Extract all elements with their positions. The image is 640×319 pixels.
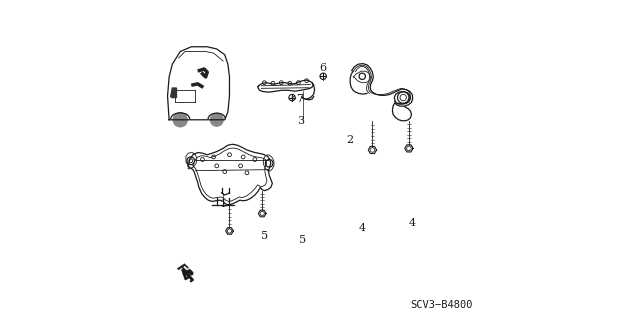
Text: 1: 1 xyxy=(220,199,227,209)
Text: 2: 2 xyxy=(347,136,354,145)
Text: 4: 4 xyxy=(409,218,416,228)
Circle shape xyxy=(211,114,223,126)
Text: 5: 5 xyxy=(300,235,307,246)
Text: SCV3−B4800: SCV3−B4800 xyxy=(410,300,472,310)
Text: 4: 4 xyxy=(359,223,366,233)
Polygon shape xyxy=(171,88,177,98)
Circle shape xyxy=(173,113,188,127)
Text: 3: 3 xyxy=(298,116,305,126)
Text: 6: 6 xyxy=(319,63,327,73)
Text: 7: 7 xyxy=(296,93,303,104)
Text: FR.: FR. xyxy=(174,261,200,286)
Text: 5: 5 xyxy=(261,231,268,241)
